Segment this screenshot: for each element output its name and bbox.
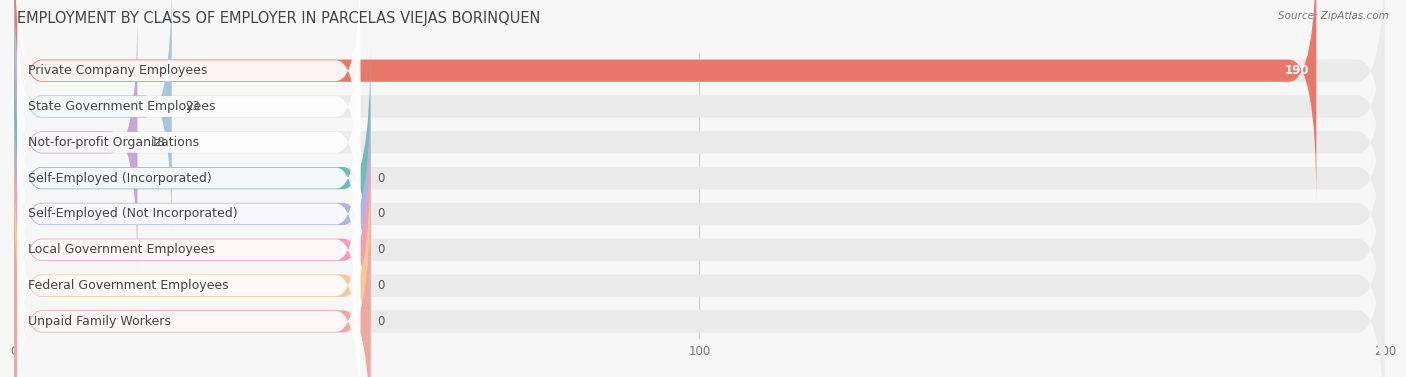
FancyBboxPatch shape xyxy=(17,0,360,185)
FancyBboxPatch shape xyxy=(14,0,172,239)
FancyBboxPatch shape xyxy=(14,46,1385,310)
FancyBboxPatch shape xyxy=(14,82,371,346)
Text: 0: 0 xyxy=(377,315,385,328)
Text: State Government Employees: State Government Employees xyxy=(28,100,215,113)
Text: Unpaid Family Workers: Unpaid Family Workers xyxy=(28,315,170,328)
Text: Federal Government Employees: Federal Government Employees xyxy=(28,279,228,292)
FancyBboxPatch shape xyxy=(14,189,371,377)
FancyBboxPatch shape xyxy=(14,118,371,377)
FancyBboxPatch shape xyxy=(17,28,360,257)
FancyBboxPatch shape xyxy=(14,0,1385,239)
FancyBboxPatch shape xyxy=(14,189,1385,377)
Text: Private Company Employees: Private Company Employees xyxy=(28,64,207,77)
Text: 0: 0 xyxy=(377,172,385,185)
FancyBboxPatch shape xyxy=(14,10,138,274)
FancyBboxPatch shape xyxy=(17,63,360,293)
FancyBboxPatch shape xyxy=(17,99,360,329)
FancyBboxPatch shape xyxy=(17,135,360,365)
Text: 18: 18 xyxy=(152,136,166,149)
Text: 23: 23 xyxy=(186,100,200,113)
Text: Local Government Employees: Local Government Employees xyxy=(28,243,215,256)
Text: Self-Employed (Incorporated): Self-Employed (Incorporated) xyxy=(28,172,211,185)
FancyBboxPatch shape xyxy=(14,153,1385,377)
Text: 0: 0 xyxy=(377,243,385,256)
Text: Source: ZipAtlas.com: Source: ZipAtlas.com xyxy=(1278,11,1389,21)
FancyBboxPatch shape xyxy=(14,10,1385,274)
FancyBboxPatch shape xyxy=(14,118,1385,377)
FancyBboxPatch shape xyxy=(14,153,371,377)
Text: 0: 0 xyxy=(377,279,385,292)
Text: 190: 190 xyxy=(1285,64,1309,77)
FancyBboxPatch shape xyxy=(17,0,360,221)
FancyBboxPatch shape xyxy=(14,0,1316,203)
FancyBboxPatch shape xyxy=(17,171,360,377)
FancyBboxPatch shape xyxy=(17,207,360,377)
Text: Not-for-profit Organizations: Not-for-profit Organizations xyxy=(28,136,198,149)
FancyBboxPatch shape xyxy=(14,82,1385,346)
Text: EMPLOYMENT BY CLASS OF EMPLOYER IN PARCELAS VIEJAS BORINQUEN: EMPLOYMENT BY CLASS OF EMPLOYER IN PARCE… xyxy=(17,11,540,26)
FancyBboxPatch shape xyxy=(14,46,371,310)
FancyBboxPatch shape xyxy=(14,0,1385,203)
Text: Self-Employed (Not Incorporated): Self-Employed (Not Incorporated) xyxy=(28,207,238,221)
Text: 0: 0 xyxy=(377,207,385,221)
